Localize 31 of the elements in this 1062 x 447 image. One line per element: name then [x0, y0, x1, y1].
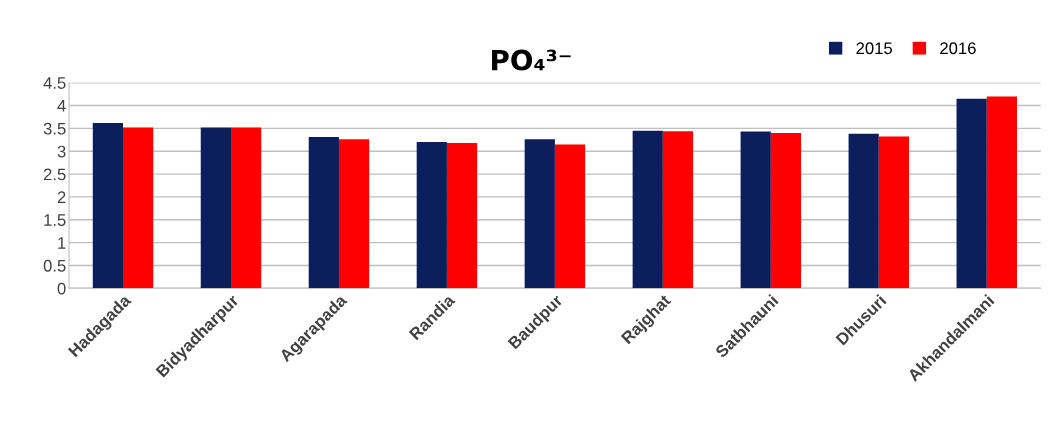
y-tick-label: 1 [58, 237, 66, 249]
bar [338, 139, 370, 289]
bar [416, 142, 447, 289]
y-tick-label: 0 [57, 282, 66, 295]
bar [123, 127, 154, 289]
bar [956, 98, 987, 289]
y-tick-label: 3 [57, 145, 66, 158]
bar [740, 131, 771, 289]
bar [554, 144, 586, 289]
legend-label: 2015 [856, 42, 893, 55]
y-tick-label: 2 [57, 191, 66, 203]
legend-label: 2016 [940, 42, 976, 55]
y-tick-label: 4 [57, 100, 66, 112]
bar [446, 143, 478, 289]
y-tick-label: 3.5 [43, 122, 66, 135]
bar [848, 133, 879, 289]
bar [524, 139, 555, 289]
bar [92, 122, 124, 289]
bar [878, 136, 910, 289]
y-tick-label: 2.5 [43, 168, 66, 181]
bar [632, 130, 663, 289]
y-tick-label: 1.5 [44, 214, 66, 226]
bar [770, 132, 802, 289]
bar [986, 96, 1018, 289]
y-tick-label: 0.5 [43, 259, 66, 272]
chart-title: PO₄³⁻ [492, 49, 571, 71]
y-tick-label: 4.5 [43, 77, 66, 89]
bar [308, 137, 339, 289]
bar [230, 127, 262, 289]
bar [200, 127, 231, 289]
bar [662, 131, 694, 289]
